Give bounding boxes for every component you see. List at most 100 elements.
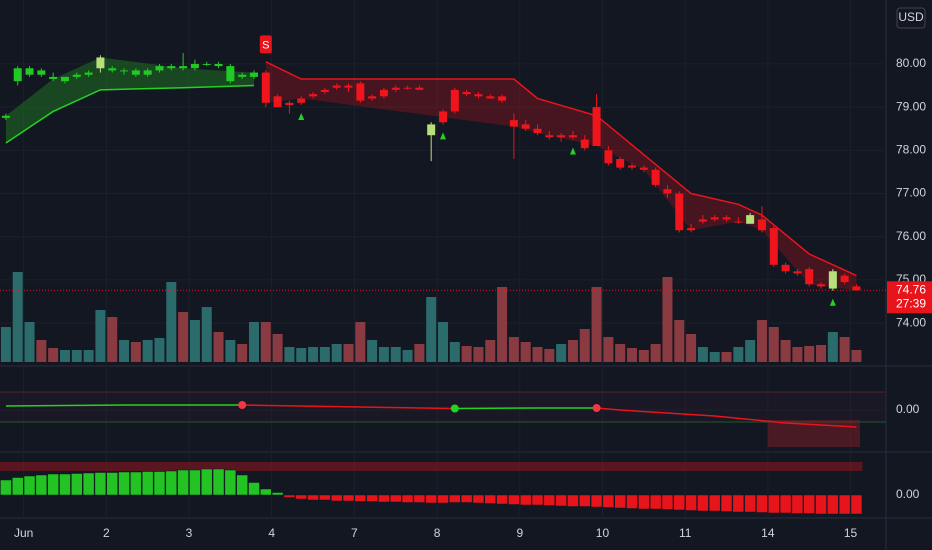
- volume-bar: [142, 340, 153, 362]
- candle-body: [403, 87, 412, 89]
- cross-dot: [592, 404, 601, 412]
- histogram-bar: [141, 471, 154, 496]
- volume-bar: [130, 342, 141, 362]
- histogram-bar: [567, 494, 579, 507]
- volume-bar: [709, 352, 720, 362]
- candle-body: [698, 219, 707, 222]
- volume-bar: [579, 329, 590, 362]
- candle-body: [639, 167, 648, 170]
- histogram-bar: [94, 472, 107, 496]
- histogram-bar: [366, 494, 378, 502]
- x-tick-label: 4: [268, 526, 275, 540]
- candle-body: [557, 135, 566, 138]
- price-badge: [887, 281, 932, 314]
- histogram-bar: [354, 494, 367, 502]
- volume-bar: [508, 337, 519, 362]
- sell-signal: [259, 35, 272, 54]
- histogram-bar: [449, 494, 461, 503]
- histogram-bar: [791, 494, 804, 514]
- histogram-bar: [378, 494, 390, 503]
- volume-bar: [308, 347, 319, 362]
- histogram-bar: [295, 494, 307, 500]
- oscillator-line: [596, 407, 857, 428]
- volume-bar: [178, 312, 189, 362]
- volume-bar: [119, 340, 130, 362]
- histogram-bar: [756, 494, 768, 513]
- volume-bar: [378, 347, 389, 362]
- histogram-bar: [283, 494, 296, 498]
- volume-bar: [686, 334, 697, 362]
- candle-body: [155, 66, 164, 71]
- volume-bar: [24, 322, 35, 362]
- candle-body: [852, 286, 861, 291]
- histogram-bar: [82, 472, 95, 496]
- candle-body: [568, 135, 577, 138]
- histogram-bar: [212, 468, 225, 496]
- histogram-bar: [519, 494, 532, 506]
- candle-body: [344, 85, 353, 88]
- volume-bar: [296, 348, 307, 362]
- candle-body: [226, 66, 235, 82]
- candle-body: [746, 215, 755, 224]
- histogram-bar: [543, 494, 556, 506]
- histogram-bar: [531, 494, 544, 506]
- candle-body: [828, 271, 837, 289]
- volume-bar: [107, 317, 118, 362]
- volume-bar: [367, 340, 378, 362]
- volume-bar: [520, 342, 531, 362]
- histogram-bar: [23, 475, 36, 496]
- histogram-bar: [661, 494, 674, 510]
- volume-bar: [792, 347, 803, 362]
- volume-bar: [532, 347, 543, 362]
- oscillator-zone: [0, 392, 886, 422]
- volume-bar: [497, 287, 508, 362]
- histogram-bar: [11, 477, 24, 496]
- candle-body: [486, 96, 495, 99]
- candle-body: [249, 72, 258, 77]
- histogram-bar: [626, 494, 638, 509]
- volume-bar: [804, 346, 815, 362]
- candle-body: [167, 66, 176, 69]
- candle-body: [805, 269, 814, 285]
- candle-body: [214, 63, 223, 67]
- candle-body: [757, 219, 766, 231]
- histogram-bar: [47, 473, 59, 496]
- buy-signal: [569, 147, 576, 155]
- candle-body: [722, 217, 731, 220]
- candle-body: [261, 72, 270, 103]
- candle-body: [628, 165, 637, 168]
- candle-body: [285, 102, 294, 105]
- histogram-bar: [59, 473, 71, 496]
- candle-body: [25, 68, 34, 75]
- volume-bar: [402, 350, 413, 362]
- x-tick-label: 7: [351, 526, 358, 540]
- volume-bar: [780, 340, 791, 362]
- volume-bar: [95, 310, 106, 362]
- x-tick-label: 3: [186, 526, 193, 540]
- histogram-bar: [106, 472, 118, 496]
- volume-bar: [756, 320, 767, 362]
- cross-dot: [450, 404, 459, 413]
- candle-body: [84, 72, 93, 75]
- candle-body: [604, 150, 613, 164]
- histogram-bar: [815, 494, 827, 515]
- histogram-bar: [319, 494, 331, 501]
- currency-box: [896, 7, 926, 29]
- candle-body: [793, 271, 802, 274]
- histogram-bar: [260, 488, 272, 496]
- histogram-bar: [130, 471, 142, 496]
- candle-body: [391, 87, 400, 90]
- candle-body: [521, 124, 530, 129]
- candle-body: [238, 74, 247, 77]
- volume-bar: [697, 347, 708, 362]
- candle-body: [13, 68, 22, 82]
- buy-signal: [298, 112, 305, 120]
- candle-body: [60, 76, 69, 82]
- histogram-bar: [850, 494, 863, 515]
- volume-bar: [556, 344, 567, 362]
- candle-body: [439, 111, 447, 123]
- candle-body: [498, 96, 507, 101]
- y-tick-label: 76.00: [896, 229, 926, 243]
- candle-body: [120, 70, 129, 72]
